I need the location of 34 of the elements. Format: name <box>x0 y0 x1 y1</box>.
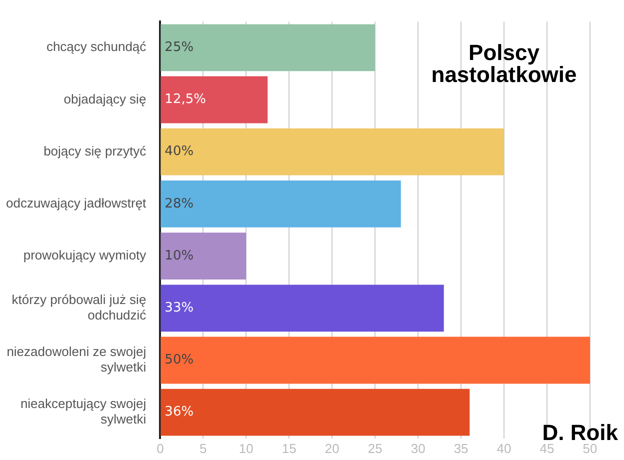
data-label: 25% <box>164 40 194 56</box>
y-tick-label: objadający się <box>64 91 146 106</box>
data-label: 28% <box>164 196 194 212</box>
x-tick-label: 15 <box>282 440 296 456</box>
data-label: 36% <box>164 404 194 420</box>
x-tick-label: 5 <box>200 440 207 456</box>
y-tick-label: którzy próbowali już się odchudzić <box>12 292 147 323</box>
text: Polscy nastolatkowie <box>430 40 578 87</box>
bar <box>160 388 470 436</box>
x-tick-label: 0 <box>156 440 164 456</box>
bar <box>160 180 401 228</box>
y-tick-label: chcący schundąć <box>46 39 147 54</box>
bar <box>160 76 268 124</box>
x-tick-label: 25 <box>368 440 382 456</box>
y-tick-label: bojący się przytyć <box>44 143 147 158</box>
x-tick-label: 35 <box>454 440 468 456</box>
x-tick-label: 10 <box>238 440 254 456</box>
y-tick-label: niezadowoleni ze swojej sylwetki <box>6 344 146 375</box>
data-label: 33% <box>164 300 194 316</box>
x-tick-label: 30 <box>410 440 426 456</box>
y-tick-label: odczuwający jadłowstręt <box>6 196 147 211</box>
bar <box>160 128 504 176</box>
bar <box>160 284 444 332</box>
data-label: 12,5% <box>164 92 206 108</box>
data-label: 50% <box>164 352 194 368</box>
data-label: 10% <box>164 248 194 264</box>
y-tick-label: prowokujący wymioty <box>23 248 147 263</box>
y-tick-label: nieakceptujący swojej sylwetki <box>20 396 146 427</box>
x-tick-label: 20 <box>324 440 340 456</box>
bar <box>160 24 376 72</box>
bar <box>160 336 590 384</box>
data-label: 40% <box>164 144 194 160</box>
x-tick-label: 40 <box>496 440 512 456</box>
bar <box>160 232 246 280</box>
